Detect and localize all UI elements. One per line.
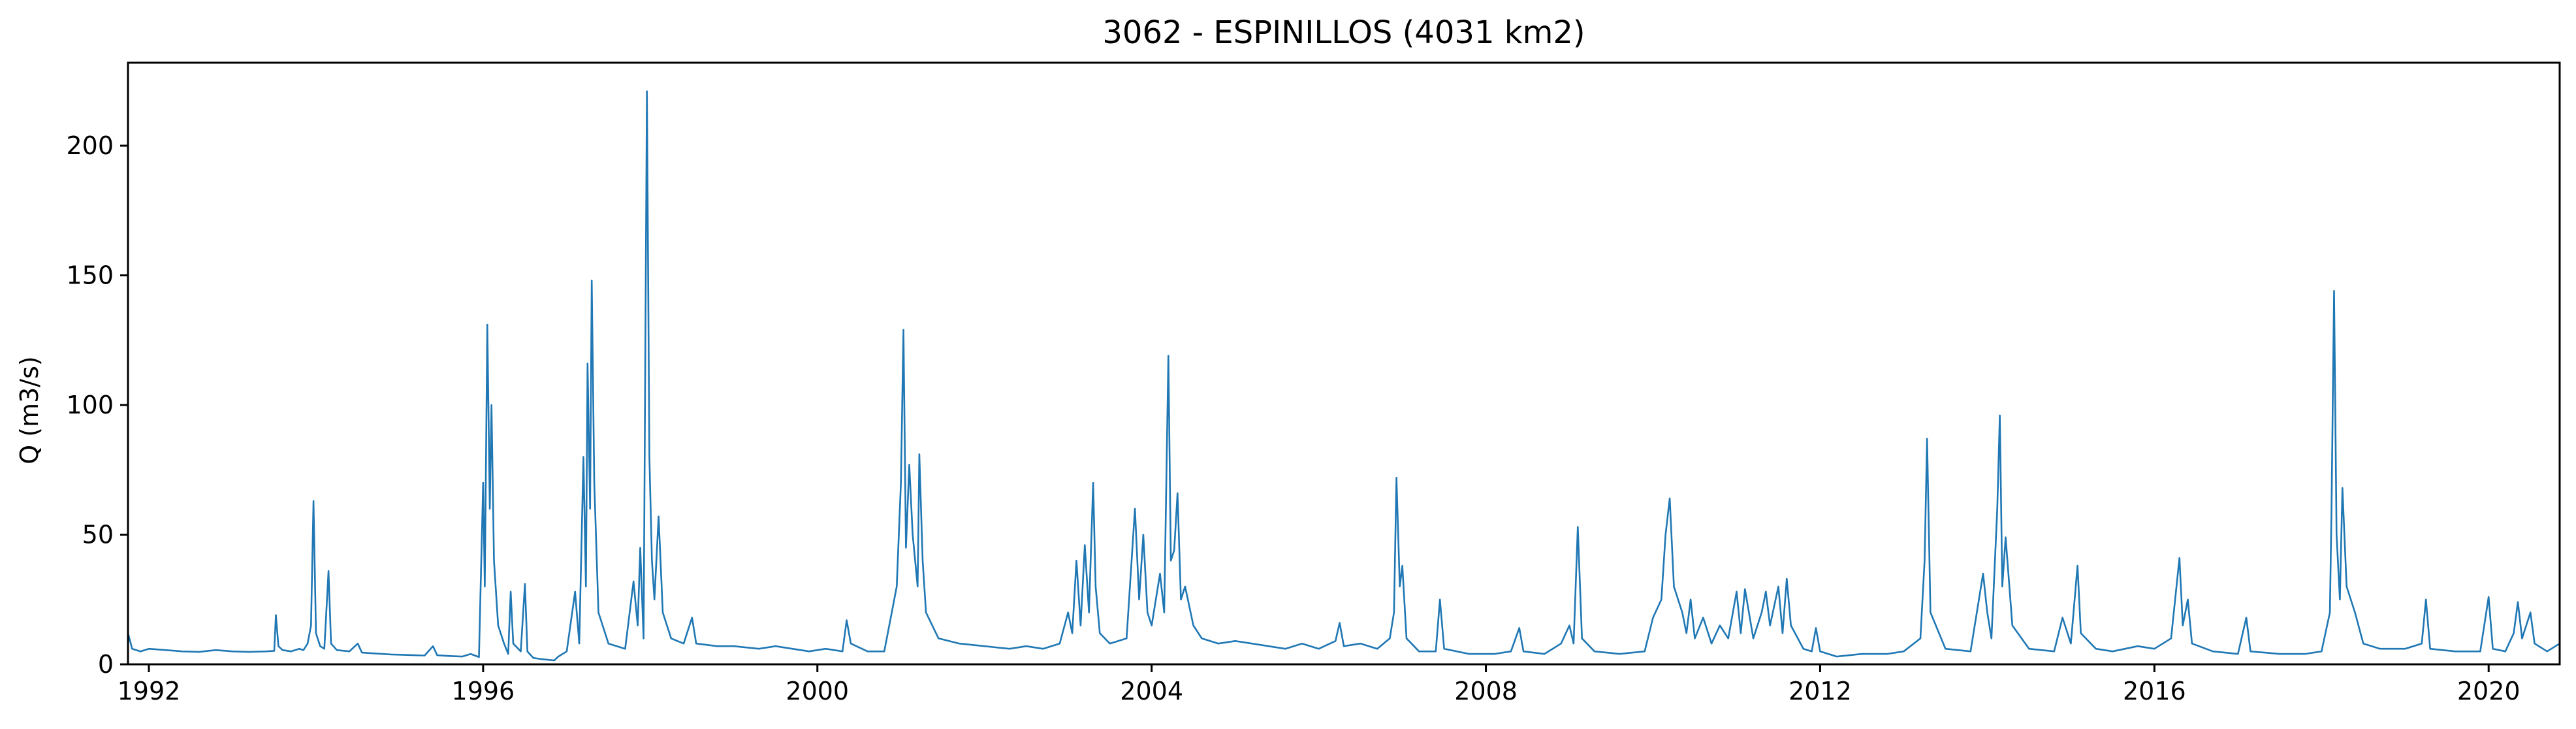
plot-frame (127, 61, 2561, 666)
y-tick-label: 50 (82, 521, 114, 549)
y-axis-label: Q (m3/s) (15, 356, 44, 464)
chart-title: 3062 - ESPINILLOS (4031 km2) (1102, 14, 1585, 51)
x-tick-label: 2016 (2123, 677, 2186, 705)
y-axis: 0 50 100 150 200 (66, 131, 128, 679)
x-tick-label: 2000 (786, 677, 849, 705)
plot-area: 1992 1996 2000 2004 2008 2012 2016 2020 0 50 100 1… (66, 61, 2561, 705)
discharge-series-line (127, 90, 2560, 662)
x-tick-label: 2008 (1454, 677, 1518, 705)
x-tick-label: 1996 (452, 677, 515, 705)
x-axis: 1992 1996 2000 2004 2008 2012 2016 2020 (118, 664, 2520, 705)
x-tick-label: 2020 (2457, 677, 2520, 705)
x-tick-label: 2004 (1120, 677, 1183, 705)
y-tick-label: 100 (66, 391, 114, 419)
y-tick-label: 0 (98, 650, 114, 679)
x-tick-label: 2012 (1789, 677, 1852, 705)
x-tick-label: 1992 (118, 677, 181, 705)
y-tick-label: 150 (66, 261, 114, 290)
y-tick-label: 200 (66, 131, 114, 160)
